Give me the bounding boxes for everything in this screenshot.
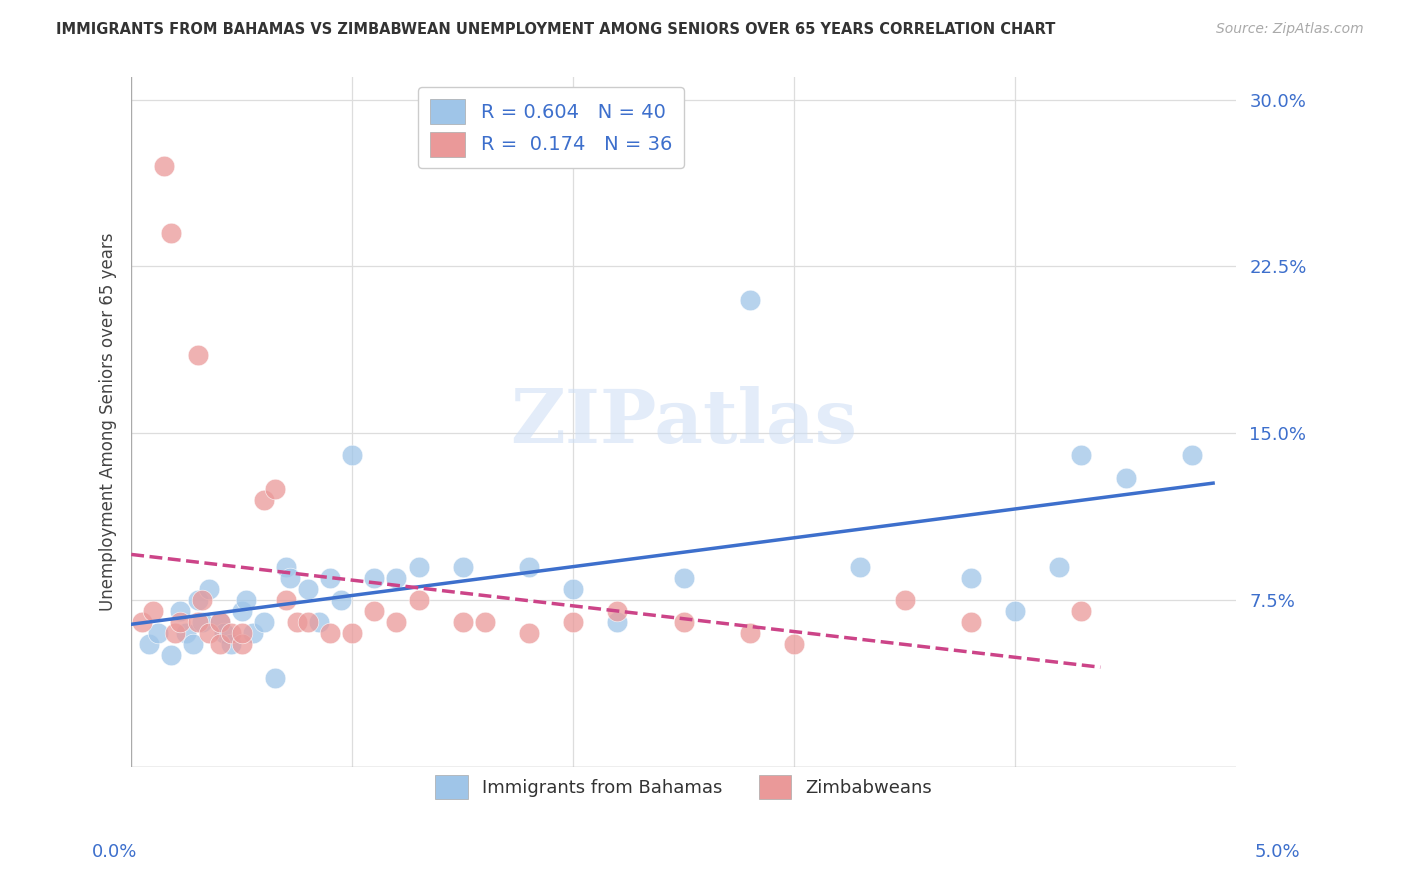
Point (308, 615, 330, 629)
Point (160, 226, 183, 240)
Point (131, 615, 153, 629)
Point (297, 615, 319, 629)
Point (264, 671, 287, 685)
Point (231, 637, 253, 651)
Point (363, 604, 385, 618)
Point (408, 592, 430, 607)
Point (319, 571, 342, 585)
Point (208, 637, 231, 651)
Point (197, 626, 219, 640)
Point (165, 626, 187, 640)
Point (160, 648, 183, 663)
Point (849, 559, 872, 574)
Point (231, 626, 253, 640)
Point (738, 293, 761, 307)
Point (253, 492, 276, 507)
Point (274, 559, 297, 574)
Point (606, 615, 628, 629)
Point (738, 626, 761, 640)
Point (191, 592, 214, 607)
Point (385, 571, 408, 585)
Point (672, 615, 695, 629)
Point (517, 626, 540, 640)
Point (606, 604, 628, 618)
Point (142, 604, 165, 618)
Point (208, 615, 231, 629)
Point (1070, 604, 1092, 618)
Point (385, 615, 408, 629)
Text: 0.0%: 0.0% (91, 843, 136, 861)
Point (197, 582, 219, 596)
Point (893, 592, 915, 607)
Point (960, 571, 983, 585)
Point (1181, 448, 1204, 462)
Point (138, 637, 160, 651)
Point (342, 626, 364, 640)
Point (235, 592, 257, 607)
Point (1047, 559, 1070, 574)
Point (408, 559, 430, 574)
Point (672, 571, 695, 585)
Point (186, 592, 208, 607)
Point (451, 559, 474, 574)
Point (274, 592, 297, 607)
Point (474, 615, 496, 629)
Point (176, 626, 198, 640)
Point (186, 348, 208, 362)
Text: ZIPatlas: ZIPatlas (510, 385, 858, 458)
Point (264, 482, 287, 496)
Point (342, 448, 364, 462)
Point (319, 626, 342, 640)
Point (169, 604, 191, 618)
Point (517, 559, 540, 574)
Text: Source: ZipAtlas.com: Source: ZipAtlas.com (1216, 22, 1364, 37)
Point (960, 615, 983, 629)
Point (219, 626, 242, 640)
Text: IMMIGRANTS FROM BAHAMAS VS ZIMBABWEAN UNEMPLOYMENT AMONG SENIORS OVER 65 YEARS C: IMMIGRANTS FROM BAHAMAS VS ZIMBABWEAN UN… (56, 22, 1056, 37)
Point (363, 571, 385, 585)
Point (562, 615, 585, 629)
Point (212, 626, 235, 640)
Point (783, 637, 806, 651)
Point (191, 615, 214, 629)
Point (1115, 470, 1137, 484)
Point (280, 571, 302, 585)
Point (330, 592, 353, 607)
Point (1070, 448, 1092, 462)
Point (253, 615, 276, 629)
Y-axis label: Unemployment Among Seniors over 65 years: Unemployment Among Seniors over 65 years (100, 233, 117, 611)
Point (146, 626, 169, 640)
Point (219, 637, 242, 651)
Point (1004, 604, 1026, 618)
Point (285, 615, 308, 629)
Point (562, 582, 585, 596)
Point (153, 160, 176, 174)
Point (186, 615, 208, 629)
Text: 5.0%: 5.0% (1256, 843, 1301, 861)
Point (231, 604, 253, 618)
Point (242, 626, 264, 640)
Legend: Immigrants from Bahamas, Zimbabweans: Immigrants from Bahamas, Zimbabweans (427, 768, 939, 805)
Point (208, 615, 231, 629)
Point (169, 615, 191, 629)
Point (451, 615, 474, 629)
Point (181, 637, 204, 651)
Point (297, 582, 319, 596)
